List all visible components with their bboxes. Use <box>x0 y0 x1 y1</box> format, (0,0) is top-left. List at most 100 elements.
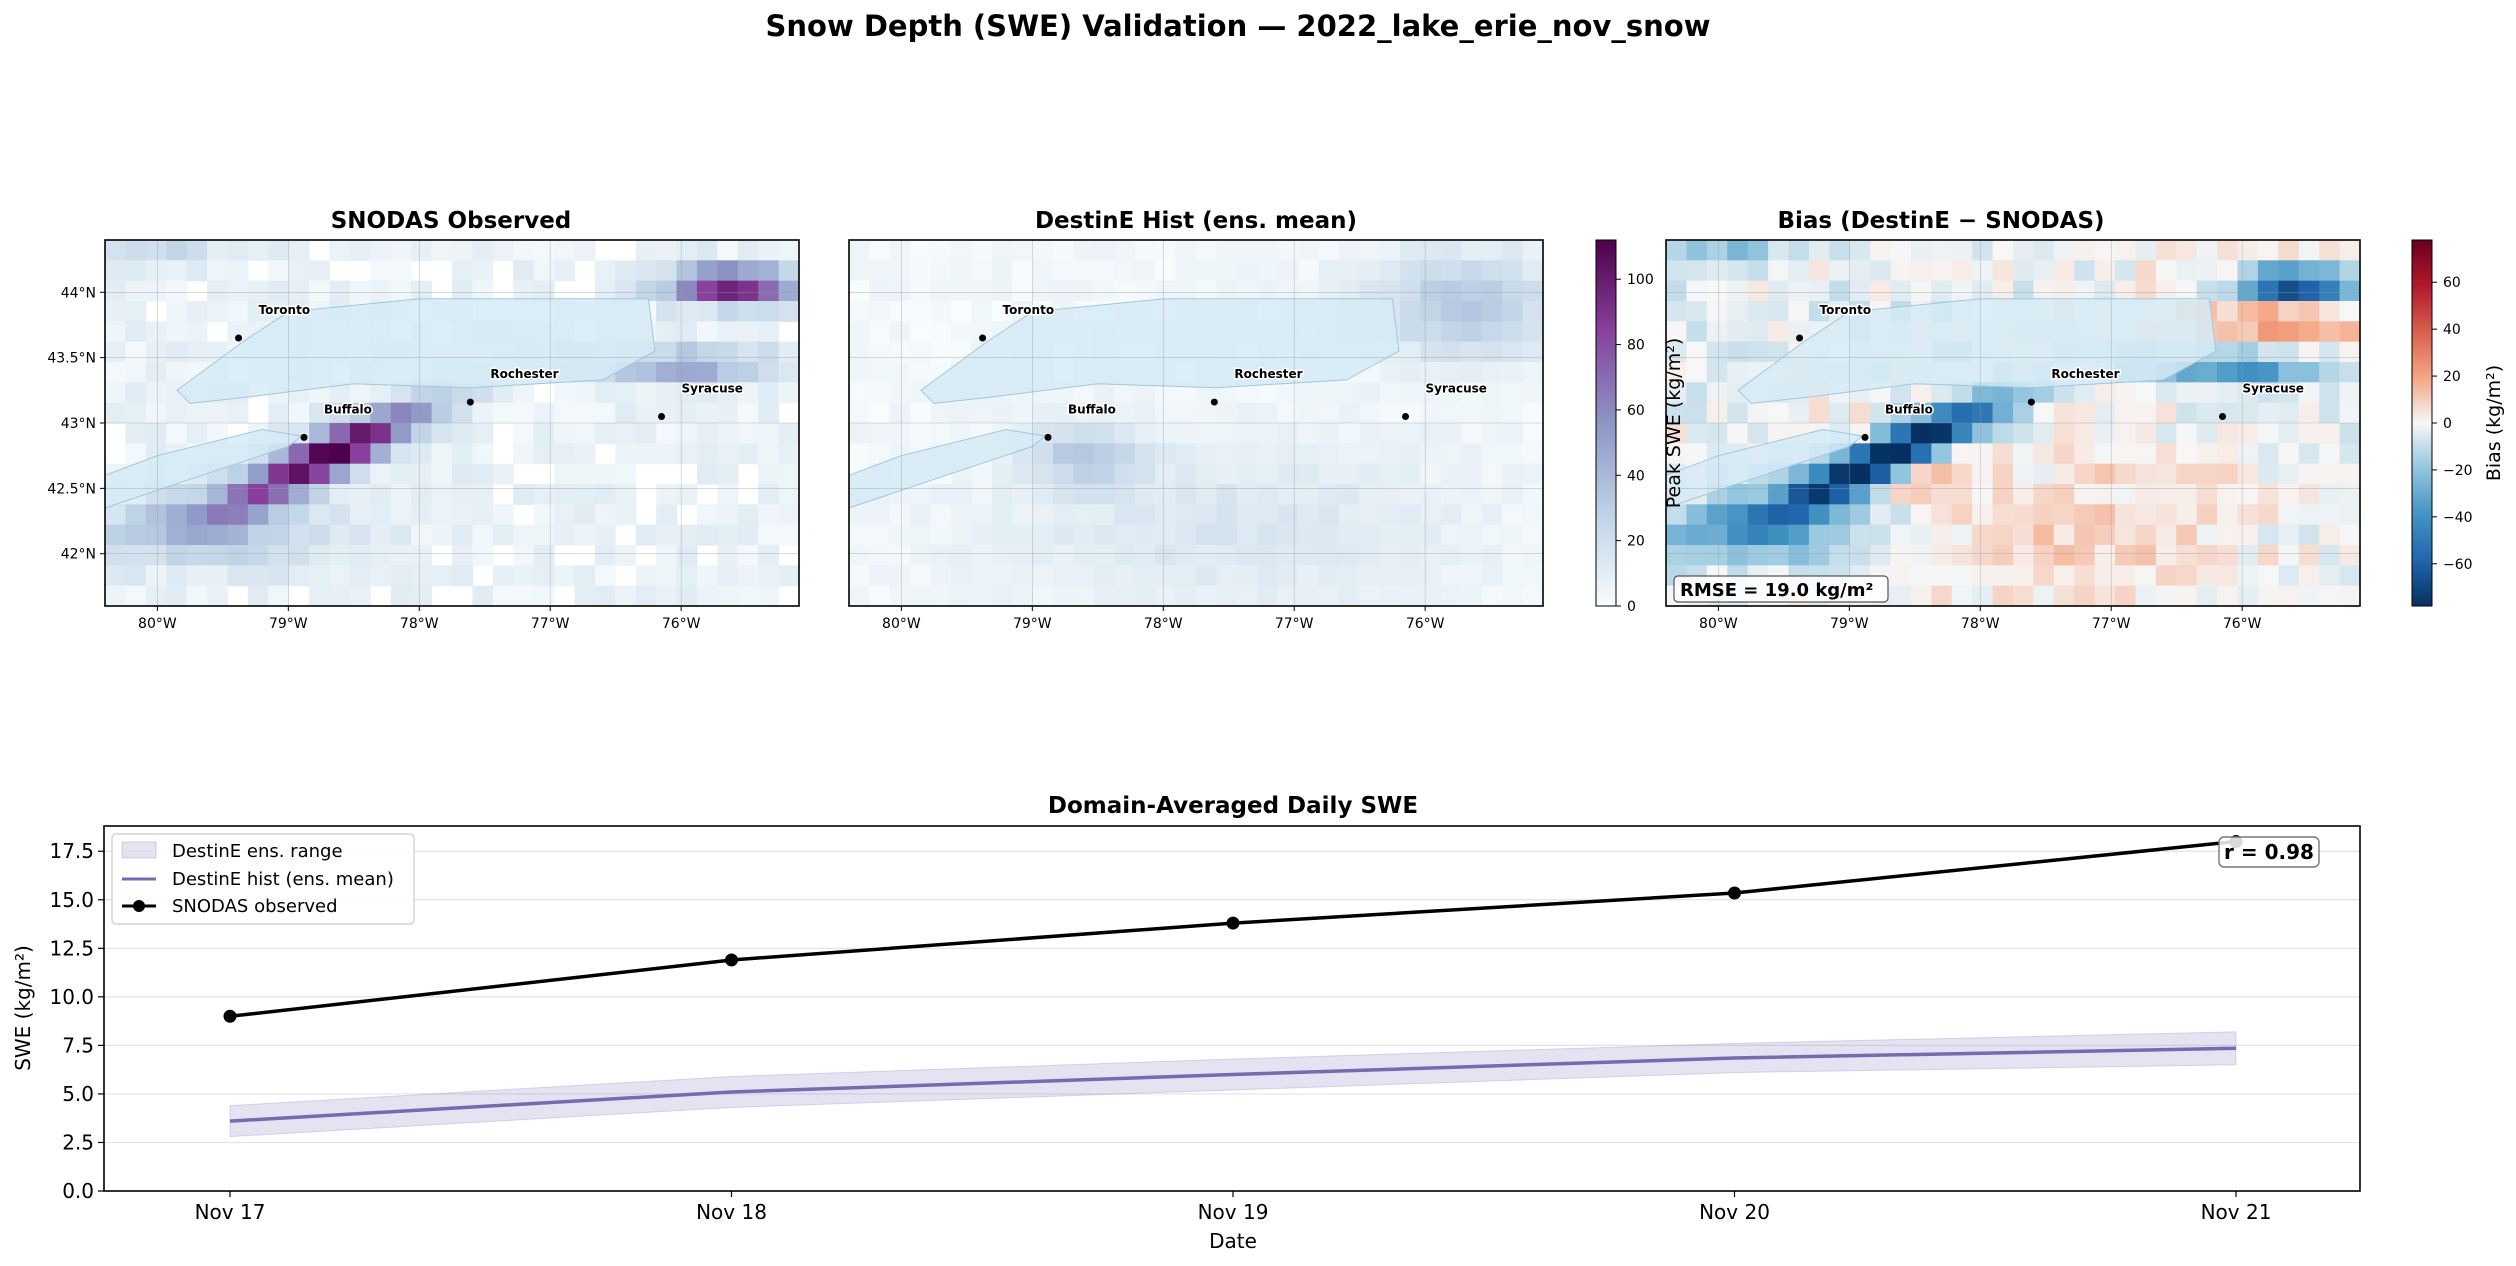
bias-colorbar-label: Bias (kg/m²) <box>2483 365 2505 481</box>
ensemble-range-band <box>229 1031 2237 1138</box>
x-tick-label: Nov 19 <box>1198 1200 1269 1224</box>
lat-tick-label: 43.5°N <box>47 351 96 367</box>
lon-tick-label: 76°W <box>1406 616 1445 632</box>
swe-colorbar-tick: 80 <box>1627 338 1645 354</box>
bias-colorbar-tick: −60 <box>2443 557 2473 573</box>
legend-band-swatch <box>121 841 157 859</box>
snodas-point <box>1728 886 1741 900</box>
swe-colorbar-tick: 60 <box>1627 403 1645 419</box>
destine-map-panel: DestinE Hist (ens. mean) Toronto Buffalo R… <box>848 208 1544 632</box>
city-label: Syracuse <box>1426 381 1487 395</box>
rmse-box: RMSE = 19.0 kg/m² <box>1673 575 1889 603</box>
x-axis-label: Date <box>1209 1229 1257 1253</box>
lat-tick-label: 44°N <box>61 285 96 301</box>
city-label: Buffalo <box>324 402 372 416</box>
snodas-point <box>223 1009 237 1023</box>
lon-tick-label: 79°W <box>269 616 308 632</box>
bias-colorbar-tick: 40 <box>2443 322 2461 338</box>
city-label: Buffalo <box>1068 402 1116 416</box>
city-marker <box>1210 398 1218 406</box>
city-marker <box>979 334 987 342</box>
bias-colorbar-tick: 60 <box>2443 275 2461 291</box>
bias-panel-title: Bias (DestinE − SNODAS) <box>1777 208 2104 234</box>
lat-tick-label: 42°N <box>61 547 96 563</box>
city-marker <box>300 433 308 441</box>
bias-colorbar-gradient <box>2411 239 2433 607</box>
swe-colorbar-tick: 100 <box>1627 272 1654 288</box>
x-tick-label: Nov 18 <box>696 1200 767 1224</box>
city-marker <box>658 412 666 420</box>
bias-colorbar-tick: −40 <box>2443 510 2473 526</box>
lat-tick-label: 43°N <box>61 416 96 432</box>
destine-panel-title: DestinE Hist (ens. mean) <box>1035 208 1357 234</box>
swe-colorbar: Peak SWE (kg/m²) 0 20 40 60 80 100 <box>1595 239 1685 615</box>
correlation-box: r = 0.98 <box>2218 836 2320 868</box>
city-marker <box>235 334 243 342</box>
lon-tick-label: 80°W <box>882 616 921 632</box>
chart-frame <box>103 825 2361 1192</box>
city-label: Rochester <box>490 367 558 381</box>
y-tick-label: 12.5 <box>49 936 94 960</box>
figure-title: Snow Depth (SWE) Validation — 2022_lake_… <box>765 9 1710 43</box>
correlation-label: r = 0.98 <box>2224 840 2314 864</box>
lon-tick-label: 79°W <box>1013 616 1052 632</box>
legend-obs-label: SNODAS observed <box>172 896 338 917</box>
snodas-point <box>725 953 738 967</box>
swe-colorbar-tick: 20 <box>1627 534 1645 550</box>
city-label: Toronto <box>1003 303 1055 317</box>
lon-tick-label: 77°W <box>1275 616 1314 632</box>
legend-mean-label: DestinE hist (ens. mean) <box>172 869 394 890</box>
chart-title: Domain-Averaged Daily SWE <box>1048 793 1418 819</box>
city-marker <box>1796 334 1804 342</box>
city-label: Syracuse <box>2243 381 2304 395</box>
lon-tick-label: 78°W <box>1144 616 1183 632</box>
y-tick-label: 0.0 <box>62 1179 94 1203</box>
destine-map-frame <box>848 239 1544 607</box>
lon-tick-label: 80°W <box>1699 616 1738 632</box>
city-label: Toronto <box>259 303 311 317</box>
bias-colorbar-tick: −20 <box>2443 463 2473 479</box>
swe-colorbar-tick: 40 <box>1627 468 1645 484</box>
x-tick-label: Nov 17 <box>195 1200 266 1224</box>
city-marker <box>1044 433 1052 441</box>
bias-map-frame <box>1665 239 2361 607</box>
lon-tick-label: 77°W <box>2092 616 2131 632</box>
legend: DestinE ens. range DestinE hist (ens. me… <box>111 833 415 925</box>
lon-tick-label: 76°W <box>662 616 701 632</box>
city-label: Buffalo <box>1885 402 1933 416</box>
city-marker <box>2027 398 2035 406</box>
city-marker <box>466 398 474 406</box>
y-tick-label: 5.0 <box>62 1082 94 1106</box>
city-marker <box>2219 412 2227 420</box>
ensemble-mean-line <box>229 1046 2237 1123</box>
y-tick-label: 7.5 <box>62 1033 94 1057</box>
bias-colorbar-tick: 20 <box>2443 369 2461 385</box>
swe-colorbar-label: Peak SWE (kg/m²) <box>1663 338 1685 508</box>
y-tick-label: 10.0 <box>49 985 94 1009</box>
swe-colorbar-gradient <box>1595 239 1617 607</box>
lon-tick-label: 80°W <box>138 616 177 632</box>
city-label: Toronto <box>1820 303 1872 317</box>
rmse-label: RMSE = 19.0 kg/m² <box>1680 580 1873 601</box>
swe-colorbar-tick: 0 <box>1627 599 1636 615</box>
lon-tick-label: 79°W <box>1830 616 1869 632</box>
lat-tick-label: 42.5°N <box>47 481 96 497</box>
lon-tick-label: 78°W <box>400 616 439 632</box>
bias-map-panel: Bias (DestinE − SNODAS) Toronto Buffalo Ro… <box>1665 208 2361 632</box>
city-label: Rochester <box>1234 367 1302 381</box>
city-marker <box>1861 433 1869 441</box>
x-tick-label: Nov 21 <box>2201 1200 2272 1224</box>
legend-band-label: DestinE ens. range <box>172 841 343 862</box>
legend-obs-marker <box>133 900 145 912</box>
city-label: Syracuse <box>682 381 743 395</box>
y-tick-label: 17.5 <box>49 839 94 863</box>
time-series-chart: Domain-Averaged Daily SWE 0.0 2.5 5.0 7.5 10… <box>11 793 2361 1253</box>
city-label: Rochester <box>2051 367 2119 381</box>
y-tick-label: 2.5 <box>62 1130 94 1154</box>
y-axis-label: SWE (kg/m²) <box>11 945 35 1071</box>
snodas-map-frame <box>104 239 800 607</box>
lon-tick-label: 77°W <box>531 616 570 632</box>
bias-colorbar-tick: 0 <box>2443 416 2452 432</box>
snodas-panel-title: SNODAS Observed <box>331 208 572 234</box>
